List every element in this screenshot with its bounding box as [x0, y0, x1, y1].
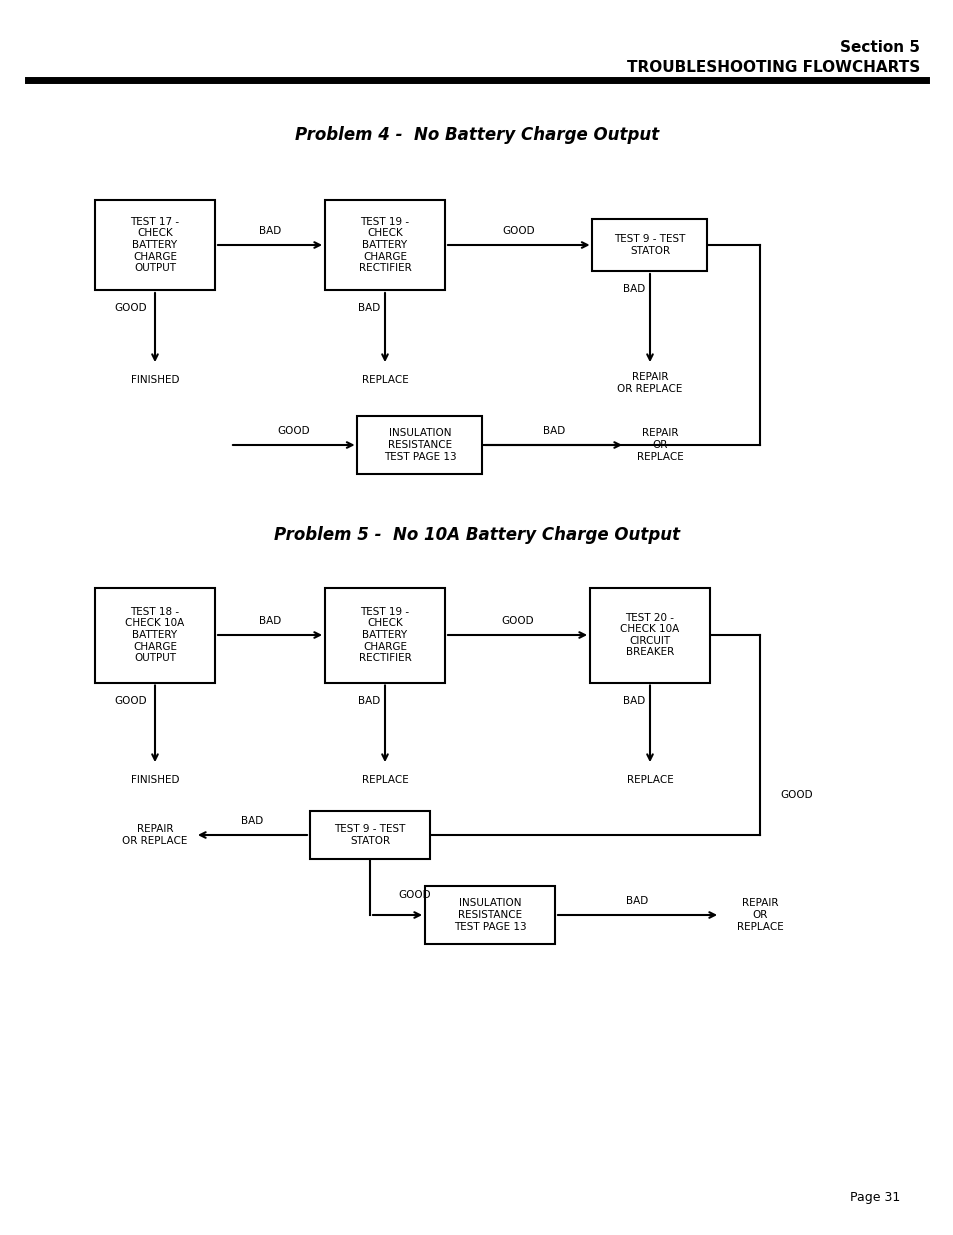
Text: BAD: BAD	[241, 816, 263, 826]
Text: TROUBLESHOOTING FLOWCHARTS: TROUBLESHOOTING FLOWCHARTS	[626, 61, 919, 75]
Text: GOOD: GOOD	[114, 303, 147, 312]
Text: REPAIR
OR
REPLACE: REPAIR OR REPLACE	[736, 898, 782, 931]
Text: BAD: BAD	[357, 695, 379, 705]
Text: BAD: BAD	[622, 284, 644, 294]
Text: BAD: BAD	[258, 616, 281, 626]
Text: BAD: BAD	[622, 695, 644, 705]
Text: REPLACE: REPLACE	[361, 776, 408, 785]
Text: GOOD: GOOD	[500, 616, 534, 626]
Text: TEST 9 - TEST
STATOR: TEST 9 - TEST STATOR	[334, 824, 405, 846]
Text: GOOD: GOOD	[114, 695, 147, 705]
Text: BAD: BAD	[542, 426, 564, 436]
Text: REPAIR
OR REPLACE: REPAIR OR REPLACE	[617, 372, 682, 394]
Text: BAD: BAD	[258, 226, 281, 236]
Bar	[589, 588, 709, 683]
Bar	[357, 416, 482, 474]
Text: REPAIR
OR
REPLACE: REPAIR OR REPLACE	[636, 429, 682, 462]
Text: GOOD: GOOD	[502, 226, 535, 236]
Bar	[325, 200, 444, 290]
Text: TEST 19 -
CHECK
BATTERY
CHARGE
RECTIFIER: TEST 19 - CHECK BATTERY CHARGE RECTIFIER	[358, 217, 411, 273]
Text: Problem 4 -  No Battery Charge Output: Problem 4 - No Battery Charge Output	[294, 126, 659, 144]
Text: BAD: BAD	[357, 303, 379, 312]
Bar	[310, 811, 430, 860]
Text: GOOD: GOOD	[780, 790, 812, 800]
Text: TEST 19 -
CHECK
BATTERY
CHARGE
RECTIFIER: TEST 19 - CHECK BATTERY CHARGE RECTIFIER	[358, 606, 411, 663]
Bar	[592, 219, 707, 270]
Text: REPLACE: REPLACE	[361, 375, 408, 385]
Text: Section 5: Section 5	[840, 40, 919, 56]
Bar	[95, 588, 214, 683]
Text: TEST 20 -
CHECK 10A
CIRCUIT
BREAKER: TEST 20 - CHECK 10A CIRCUIT BREAKER	[619, 613, 679, 657]
Text: INSULATION
RESISTANCE
TEST PAGE 13: INSULATION RESISTANCE TEST PAGE 13	[383, 429, 456, 462]
Text: INSULATION
RESISTANCE
TEST PAGE 13: INSULATION RESISTANCE TEST PAGE 13	[454, 898, 526, 931]
Text: FINISHED: FINISHED	[131, 375, 179, 385]
Text: REPAIR
OR REPLACE: REPAIR OR REPLACE	[122, 824, 188, 846]
Text: TEST 18 -
CHECK 10A
BATTERY
CHARGE
OUTPUT: TEST 18 - CHECK 10A BATTERY CHARGE OUTPU…	[125, 606, 185, 663]
Text: Problem 5 -  No 10A Battery Charge Output: Problem 5 - No 10A Battery Charge Output	[274, 526, 679, 543]
Text: GOOD: GOOD	[397, 890, 430, 900]
Bar	[424, 885, 555, 944]
Text: TEST 9 - TEST
STATOR: TEST 9 - TEST STATOR	[614, 235, 685, 256]
Text: Page 31: Page 31	[849, 1191, 899, 1203]
Text: FINISHED: FINISHED	[131, 776, 179, 785]
Text: TEST 17 -
CHECK
BATTERY
CHARGE
OUTPUT: TEST 17 - CHECK BATTERY CHARGE OUTPUT	[131, 217, 179, 273]
Text: BAD: BAD	[626, 897, 648, 906]
Text: REPLACE: REPLACE	[626, 776, 673, 785]
Bar	[325, 588, 444, 683]
Text: GOOD: GOOD	[277, 426, 310, 436]
Bar	[95, 200, 214, 290]
